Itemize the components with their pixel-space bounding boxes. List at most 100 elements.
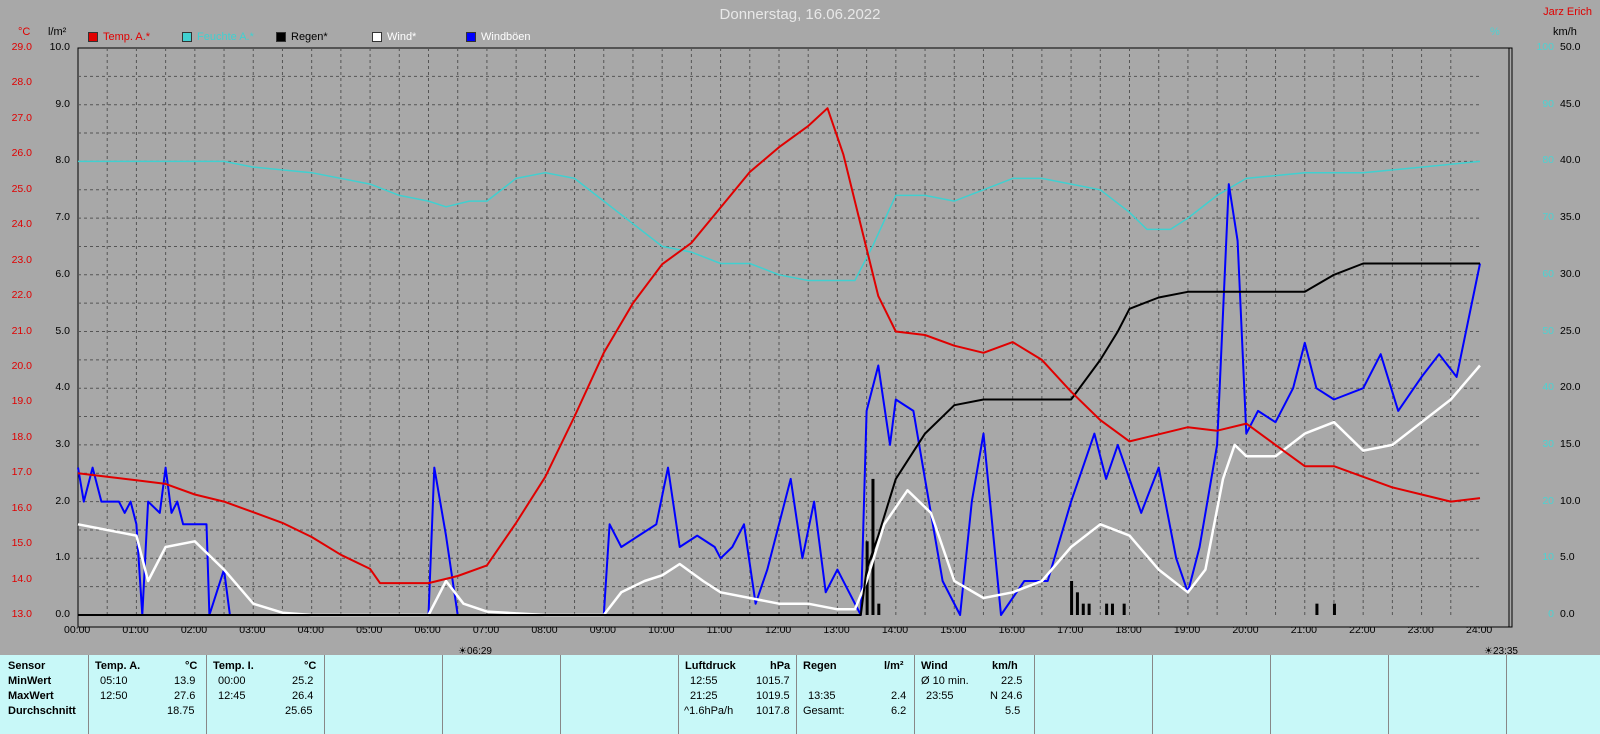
- rain-bar: [877, 603, 881, 615]
- temp-i-max: 26.4: [292, 690, 314, 702]
- temp-tick-label: 21.0: [11, 324, 32, 337]
- humidity-tick-label: 50: [1542, 324, 1554, 337]
- wind-unit: km/h: [992, 660, 1018, 672]
- temp-a-max: 27.6: [174, 690, 196, 702]
- series-line: [77, 107, 1481, 585]
- chart-title: Donnerstag, 16.06.2022: [719, 6, 881, 23]
- rain-bar: [1087, 603, 1091, 615]
- temp-tick-label: 22.0: [11, 289, 32, 302]
- temp-tick-label: 29.0: [11, 41, 32, 53]
- rain-bar: [1315, 603, 1319, 615]
- temp-i-max-time: 12:45: [218, 690, 246, 702]
- temp-i-header: Temp. I.: [213, 660, 254, 672]
- rain-tick-label: 4.0: [55, 381, 70, 394]
- humidity-tick-label: 60: [1542, 267, 1554, 280]
- rain-max: 2.4: [891, 690, 907, 702]
- wind-tick-label: 30.0: [1560, 267, 1581, 280]
- humidity-tick-label: 100: [1536, 41, 1554, 53]
- series-lines: [77, 107, 1481, 617]
- temp-a-min-time: 05:10: [100, 675, 128, 687]
- chart-plot: [77, 47, 1513, 628]
- rain-bar: [1070, 580, 1074, 615]
- legend-item-temp: Temp. A.*: [88, 31, 150, 43]
- humidity-tick-label: 40: [1542, 381, 1554, 394]
- wind-tick-label: 15.0: [1560, 437, 1581, 450]
- rain-tick-label: 8.0: [55, 154, 70, 167]
- series-line: [78, 160, 1481, 282]
- sunrise-marker: ☀06:29: [458, 646, 492, 657]
- rain-tick-label: 5.0: [55, 324, 70, 337]
- legend-item-gusts: Windböen: [466, 31, 531, 43]
- wind-tick-label: 45.0: [1560, 97, 1581, 110]
- rain-tick-label: 10.0: [49, 41, 70, 53]
- rain-tick-label: 0.0: [55, 608, 70, 620]
- temp-tick-label: 18.0: [11, 430, 32, 443]
- temp-tick-label: 14.0: [11, 572, 32, 585]
- wind-tick-label: 20.0: [1560, 381, 1581, 394]
- rain-total-label: Gesamt:: [803, 705, 845, 717]
- series-line: [77, 364, 1481, 617]
- wind-mean: 5.5: [1005, 705, 1021, 717]
- pressure-min: 1015.7: [756, 675, 790, 687]
- pressure-header: Luftdruck: [685, 660, 736, 672]
- rain-bar: [1105, 603, 1109, 615]
- col-divider: [1388, 655, 1389, 734]
- temp-tick-label: 27.0: [11, 111, 32, 124]
- temp-tick-label: 28.0: [11, 76, 32, 89]
- col-divider: [1152, 655, 1153, 734]
- row-min-label: MinWert: [8, 675, 52, 687]
- temp-a-min: 13.9: [174, 675, 196, 687]
- temp-i-min-time: 00:00: [218, 675, 246, 687]
- temp-tick-label: 23.0: [11, 253, 32, 266]
- col-divider: [88, 655, 89, 734]
- legend-item-wind: Wind*: [372, 31, 416, 43]
- temp-unit-label: °C: [18, 26, 31, 38]
- humidity-tick-label: 10: [1542, 551, 1554, 564]
- humidity-tick-label: 80: [1542, 154, 1554, 167]
- humidity-tick-label: 70: [1542, 211, 1554, 224]
- temp-a-max-time: 12:50: [100, 690, 128, 702]
- wind-unit-label: km/h: [1553, 26, 1577, 38]
- humidity-tick-label: 30: [1542, 437, 1554, 450]
- grid: [78, 48, 1480, 615]
- wind-tick-label: 10.0: [1560, 494, 1581, 507]
- series-line: [77, 183, 1481, 616]
- wind-tick-label: 0.0: [1560, 608, 1575, 620]
- wind-tick-label: 25.0: [1560, 324, 1581, 337]
- stats-table: Sensor MinWert MaxWert Durchschnitt Temp…: [0, 655, 1600, 734]
- rain-tick-label: 3.0: [55, 437, 70, 450]
- wind-tick-label: 40.0: [1560, 154, 1581, 167]
- pressure-trend-value: 1017.8: [756, 705, 790, 717]
- rain-bar: [1075, 592, 1079, 615]
- pressure-trend-label: ^1.6hPa/h: [684, 705, 734, 717]
- pressure-max-time: 21:25: [690, 690, 718, 702]
- sensor-header: Sensor: [8, 660, 46, 672]
- rain-tick-label: 2.0: [55, 494, 70, 507]
- series-line: [78, 262, 1480, 616]
- col-divider: [914, 655, 915, 734]
- rain-tick-label: 1.0: [55, 551, 70, 564]
- temp-tick-label: 25.0: [11, 182, 32, 195]
- legend-item-humidity: Feuchte A.*: [182, 31, 254, 43]
- humidity-tick-label: 20: [1542, 494, 1554, 507]
- temp-i-min: 25.2: [292, 675, 314, 687]
- temp-i-avg: 25.65: [285, 705, 313, 717]
- pressure-min-time: 12:55: [690, 675, 718, 687]
- wind-tick-label: 50.0: [1560, 41, 1581, 53]
- rain-unit: l/m²: [884, 660, 904, 672]
- wind-tick-label: 5.0: [1560, 551, 1575, 564]
- row-avg-label: Durchschnitt: [8, 705, 76, 717]
- rain-tick-label: 6.0: [55, 267, 70, 280]
- humidity-unit-label: %: [1490, 26, 1500, 38]
- col-divider: [1506, 655, 1507, 734]
- temp-a-header: Temp. A.: [95, 660, 141, 672]
- rain-total: 6.2: [891, 705, 907, 717]
- rain-bar: [1122, 603, 1126, 615]
- wind-header: Wind: [921, 660, 948, 672]
- col-divider: [324, 655, 325, 734]
- col-divider: [678, 655, 679, 734]
- col-divider: [206, 655, 207, 734]
- temp-a-avg: 18.75: [167, 705, 195, 717]
- humidity-tick-label: 0: [1548, 608, 1554, 620]
- rain-max-time: 13:35: [808, 690, 836, 702]
